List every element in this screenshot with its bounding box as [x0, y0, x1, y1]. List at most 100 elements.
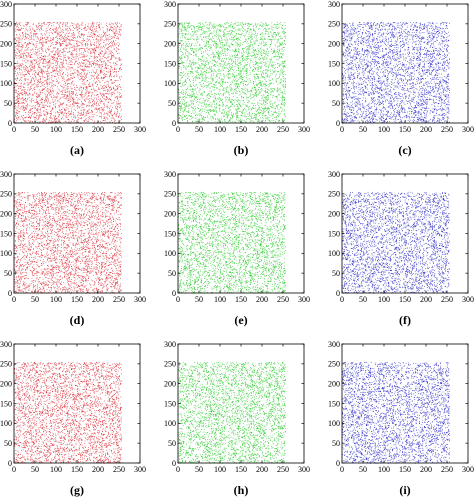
data-point: [83, 59, 85, 61]
data-point: [39, 25, 41, 26]
data-point: [221, 49, 223, 51]
data-point: [41, 115, 43, 116]
data-point: [78, 74, 80, 76]
data-point: [100, 64, 102, 66]
data-point: [229, 66, 230, 68]
data-point: [86, 66, 88, 68]
data-point: [83, 63, 84, 65]
data-point: [103, 98, 105, 100]
data-point: [58, 32, 60, 34]
data-point: [256, 83, 258, 85]
data-point: [22, 105, 24, 107]
data-point: [37, 103, 39, 104]
data-point: [72, 103, 73, 104]
data-point: [102, 27, 104, 28]
data-point: [192, 117, 194, 119]
data-point: [38, 117, 40, 119]
data-point: [40, 99, 41, 101]
data-point: [104, 95, 105, 97]
data-point: [37, 105, 39, 107]
data-point: [94, 94, 95, 96]
data-point: [15, 54, 16, 56]
data-point: [42, 107, 44, 108]
data-point: [187, 77, 189, 79]
data-point: [108, 68, 110, 70]
data-point: [214, 56, 216, 57]
data-point: [204, 46, 205, 48]
data-point: [29, 88, 31, 90]
data-point: [40, 27, 42, 29]
data-point: [270, 73, 272, 75]
data-point: [111, 58, 112, 60]
data-point: [18, 87, 20, 89]
data-point: [74, 49, 75, 51]
data-point: [58, 53, 59, 54]
data-point: [63, 59, 64, 61]
data-point: [73, 35, 74, 37]
data-point: [68, 90, 70, 92]
data-point: [103, 108, 105, 110]
data-point: [228, 100, 230, 101]
data-point: [36, 98, 38, 100]
data-point: [80, 37, 82, 39]
data-point: [43, 58, 45, 60]
data-point: [87, 26, 89, 28]
data-point: [43, 22, 45, 23]
data-point: [52, 101, 54, 103]
data-point: [48, 92, 50, 94]
data-point: [82, 69, 84, 71]
data-point: [191, 116, 192, 118]
data-point: [272, 114, 273, 115]
data-point: [42, 84, 43, 86]
data-point: [241, 90, 243, 92]
data-point: [94, 34, 96, 36]
data-point: [27, 22, 28, 23]
data-point: [112, 106, 113, 108]
data-point: [65, 98, 67, 100]
data-point: [31, 65, 33, 67]
data-point: [275, 107, 276, 109]
data-point: [242, 33, 243, 34]
data-point: [238, 91, 240, 93]
data-point: [103, 52, 105, 54]
data-point: [30, 108, 31, 110]
data-point: [213, 100, 214, 101]
data-point: [115, 84, 117, 86]
data-point: [55, 73, 57, 74]
data-point: [75, 27, 76, 29]
data-point: [79, 107, 80, 109]
data-point: [110, 36, 112, 37]
data-point: [26, 24, 28, 26]
data-point: [114, 96, 116, 98]
data-point: [76, 37, 78, 39]
data-point: [227, 91, 229, 92]
data-point: [81, 109, 82, 111]
data-point: [180, 79, 181, 81]
data-point: [49, 58, 51, 60]
data-point: [36, 45, 37, 47]
data-point: [46, 27, 48, 29]
data-point: [26, 25, 28, 27]
data-point: [55, 99, 56, 101]
data-point: [31, 38, 33, 40]
data-point: [221, 60, 222, 62]
data-point: [242, 113, 244, 114]
data-point: [253, 89, 255, 91]
data-point: [104, 118, 106, 120]
data-point: [67, 35, 69, 37]
data-point: [49, 28, 51, 30]
data-point: [73, 75, 75, 77]
data-point: [50, 110, 51, 112]
data-point: [32, 121, 33, 122]
data-point: [101, 61, 102, 62]
data-point: [88, 48, 89, 50]
data-point: [229, 45, 231, 47]
data-point: [39, 116, 41, 118]
data-point: [29, 82, 31, 84]
data-point: [191, 68, 192, 70]
data-point: [47, 26, 49, 28]
data-point: [243, 102, 245, 103]
data-point: [47, 73, 48, 75]
data-point: [97, 40, 99, 41]
data-point: [278, 32, 279, 34]
